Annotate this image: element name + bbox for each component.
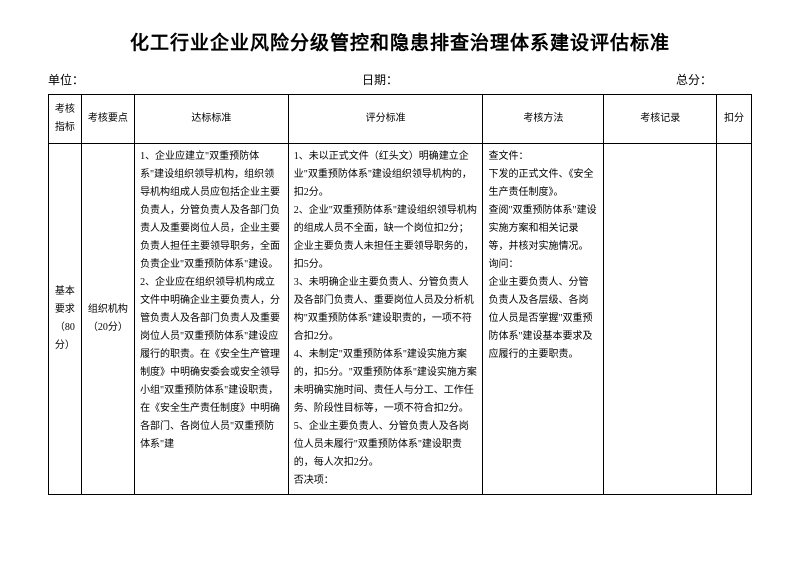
col-record: 考核记录 (604, 95, 717, 144)
col-point: 考核要点 (81, 95, 134, 144)
total-label: 总分： (491, 71, 752, 88)
col-deduct: 扣分 (717, 95, 752, 144)
cell-indicator: 基本要求 （80分） (49, 144, 82, 495)
col-scoring: 评分标准 (288, 95, 483, 144)
indicator-score: （80分） (54, 319, 76, 355)
table-header-row: 考核指标 考核要点 达标标准 评分标准 考核方法 考核记录 扣分 (49, 95, 752, 144)
indicator-name: 基本要求 (54, 283, 76, 319)
unit-label: 单位： (48, 71, 269, 88)
cell-point: 组织机构 （20分） (81, 144, 134, 495)
table-row: 基本要求 （80分） 组织机构 （20分） 1、企业应建立"双重预防体系"建设组… (49, 144, 752, 495)
point-name: 组织机构 (87, 301, 129, 319)
cell-scoring: 1、未以正式文件（红头文）明确建立企业"双重预防体系"建设组织领导机构的，扣2分… (288, 144, 483, 495)
page-title: 化工行业企业风险分级管控和隐患排查治理体系建设评估标准 (48, 28, 752, 55)
date-label: 日期： (269, 71, 490, 88)
col-indicator: 考核指标 (49, 95, 82, 144)
cell-method: 查文件： 下发的正式文件、《安全生产责任制度》。 查阅"双重预防体系"建设实施方… (483, 144, 604, 495)
meta-row: 单位： 日期： 总分： (48, 71, 752, 88)
col-method: 考核方法 (483, 95, 604, 144)
col-standard: 达标标准 (135, 95, 289, 144)
cell-deduct (717, 144, 752, 495)
cell-record (604, 144, 717, 495)
point-score: （20分） (87, 319, 129, 337)
assessment-table: 考核指标 考核要点 达标标准 评分标准 考核方法 考核记录 扣分 基本要求 （8… (48, 94, 752, 495)
cell-standard: 1、企业应建立"双重预防体系"建设组织领导机构，组织领导机构组成人员应包括企业主… (135, 144, 289, 495)
